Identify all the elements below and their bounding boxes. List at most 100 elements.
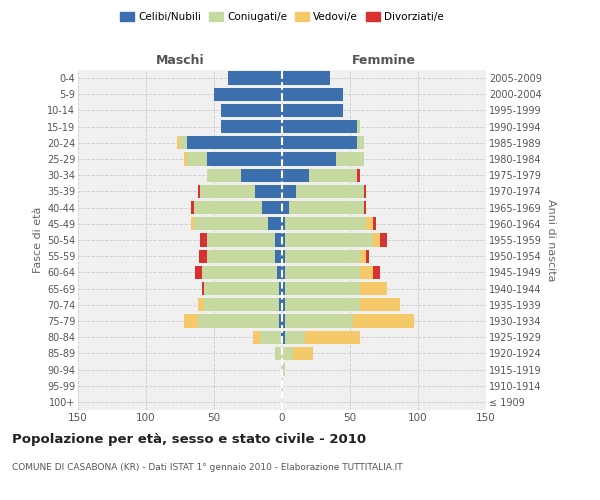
Bar bbox=[194, 217, 268, 230]
Bar bbox=[357, 168, 359, 182]
Bar bbox=[367, 217, 373, 230]
Bar bbox=[275, 250, 282, 263]
Bar bbox=[285, 314, 353, 328]
Bar bbox=[305, 330, 359, 344]
Bar bbox=[337, 152, 364, 166]
Bar bbox=[282, 104, 343, 117]
Bar bbox=[357, 136, 364, 149]
Bar bbox=[268, 217, 282, 230]
Bar bbox=[364, 201, 367, 214]
Bar bbox=[282, 282, 285, 295]
Bar bbox=[367, 250, 369, 263]
Bar bbox=[373, 266, 380, 279]
Bar bbox=[195, 266, 202, 279]
Bar bbox=[199, 250, 207, 263]
Bar bbox=[357, 120, 359, 134]
Bar bbox=[282, 201, 289, 214]
Bar bbox=[289, 201, 364, 214]
Bar bbox=[282, 379, 283, 392]
Bar bbox=[200, 185, 255, 198]
Bar bbox=[180, 136, 187, 149]
Bar bbox=[373, 217, 376, 230]
Bar bbox=[281, 330, 282, 344]
Bar bbox=[282, 152, 337, 166]
Bar bbox=[279, 314, 282, 328]
Bar bbox=[282, 88, 343, 101]
Bar bbox=[285, 234, 373, 246]
Bar bbox=[205, 298, 279, 312]
Bar bbox=[282, 266, 285, 279]
Bar bbox=[275, 346, 282, 360]
Bar bbox=[207, 168, 241, 182]
Bar bbox=[241, 168, 282, 182]
Bar bbox=[194, 201, 262, 214]
Bar bbox=[282, 185, 296, 198]
Bar bbox=[282, 363, 285, 376]
Bar bbox=[275, 234, 282, 246]
Bar bbox=[293, 346, 313, 360]
Text: Femmine: Femmine bbox=[352, 54, 416, 67]
Text: Popolazione per età, sesso e stato civile - 2010: Popolazione per età, sesso e stato civil… bbox=[12, 432, 366, 446]
Bar bbox=[279, 282, 282, 295]
Bar bbox=[282, 217, 285, 230]
Bar bbox=[207, 250, 275, 263]
Bar bbox=[296, 185, 364, 198]
Bar bbox=[191, 201, 194, 214]
Bar bbox=[364, 185, 367, 198]
Bar bbox=[277, 266, 282, 279]
Bar bbox=[282, 298, 285, 312]
Bar bbox=[200, 234, 207, 246]
Bar bbox=[285, 250, 359, 263]
Bar bbox=[197, 185, 200, 198]
Bar bbox=[187, 136, 282, 149]
Bar bbox=[285, 330, 305, 344]
Bar bbox=[282, 168, 309, 182]
Bar bbox=[197, 314, 279, 328]
Bar bbox=[221, 120, 282, 134]
Bar bbox=[282, 314, 285, 328]
Bar bbox=[191, 217, 194, 230]
Bar bbox=[282, 136, 357, 149]
Bar bbox=[207, 234, 275, 246]
Bar bbox=[187, 152, 207, 166]
Bar bbox=[282, 234, 285, 246]
Bar bbox=[282, 250, 285, 263]
Y-axis label: Fasce di età: Fasce di età bbox=[32, 207, 43, 273]
Bar bbox=[260, 330, 281, 344]
Bar bbox=[262, 201, 282, 214]
Bar bbox=[359, 250, 367, 263]
Bar bbox=[353, 314, 414, 328]
Bar bbox=[253, 330, 260, 344]
Bar bbox=[282, 346, 293, 360]
Bar bbox=[282, 72, 329, 85]
Bar bbox=[214, 88, 282, 101]
Bar bbox=[282, 120, 357, 134]
Bar bbox=[255, 185, 282, 198]
Y-axis label: Anni di nascita: Anni di nascita bbox=[545, 198, 556, 281]
Bar bbox=[285, 266, 359, 279]
Bar bbox=[221, 104, 282, 117]
Bar bbox=[285, 217, 367, 230]
Bar bbox=[205, 282, 279, 295]
Bar bbox=[279, 298, 282, 312]
Text: Maschi: Maschi bbox=[155, 54, 205, 67]
Bar bbox=[359, 282, 387, 295]
Bar bbox=[285, 298, 359, 312]
Bar bbox=[207, 152, 282, 166]
Bar bbox=[184, 152, 187, 166]
Bar bbox=[359, 298, 400, 312]
Legend: Celibi/Nubili, Coniugati/e, Vedovi/e, Divorziati/e: Celibi/Nubili, Coniugati/e, Vedovi/e, Di… bbox=[116, 8, 448, 26]
Text: COMUNE DI CASABONA (KR) - Dati ISTAT 1° gennaio 2010 - Elaborazione TUTTITALIA.I: COMUNE DI CASABONA (KR) - Dati ISTAT 1° … bbox=[12, 462, 403, 471]
Bar bbox=[359, 266, 373, 279]
Bar bbox=[380, 234, 387, 246]
Bar bbox=[202, 282, 205, 295]
Bar bbox=[282, 330, 285, 344]
Bar bbox=[373, 234, 380, 246]
Bar bbox=[309, 168, 357, 182]
Bar bbox=[197, 298, 205, 312]
Bar bbox=[177, 136, 180, 149]
Bar bbox=[202, 266, 277, 279]
Bar bbox=[227, 72, 282, 85]
Bar bbox=[184, 314, 197, 328]
Bar bbox=[281, 363, 282, 376]
